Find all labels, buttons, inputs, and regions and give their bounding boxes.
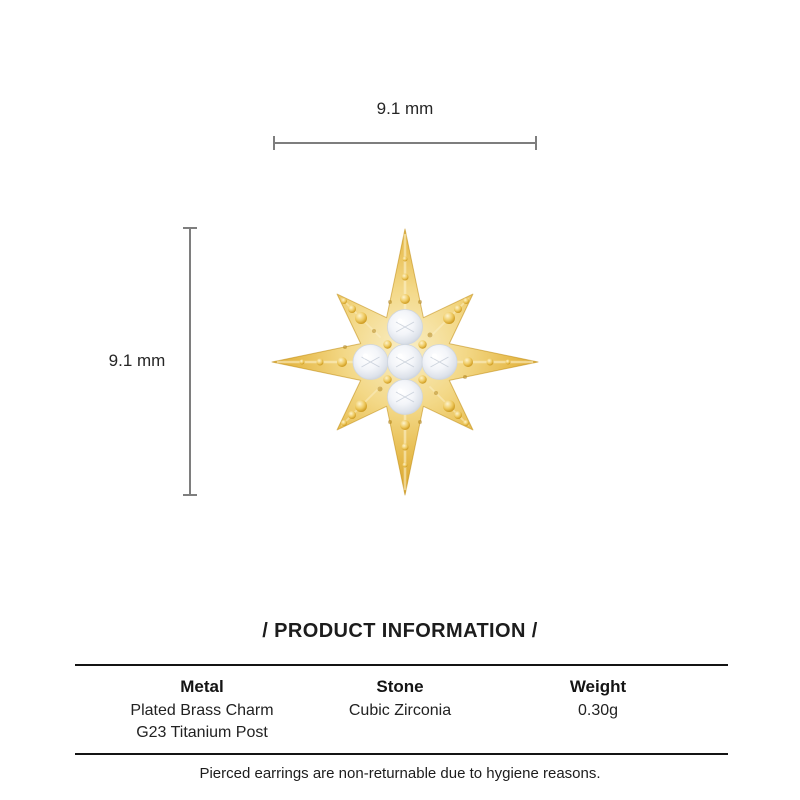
spec-header-stone: Stone (376, 677, 424, 696)
spec-value-metal-line2: G23 Titanium Post (136, 724, 268, 741)
width-measurement-right-cap (535, 136, 537, 150)
height-measurement-top-cap (183, 227, 197, 229)
gold-prongs (383, 340, 427, 384)
height-measurement-label: 9.1 mm (108, 351, 166, 370)
earring-charm-image (271, 228, 539, 496)
spec-value-weight: 0.30g (577, 702, 619, 719)
spec-header-weight: Weight (569, 677, 627, 696)
width-measurement-line (273, 142, 537, 144)
cz-glints (362, 318, 438, 394)
spec-value-metal-line1: Plated Brass Charm (130, 702, 274, 719)
width-measurement-left-cap (273, 136, 275, 150)
spec-table: Metal Plated Brass Charm G23 Titanium Po… (75, 664, 728, 755)
spec-column-metal: Metal Plated Brass Charm G23 Titanium Po… (75, 666, 329, 744)
spec-value-stone: Cubic Zirconia (348, 702, 452, 719)
spec-column-weight: Weight 0.30g (478, 666, 718, 722)
height-measurement-bottom-cap (183, 494, 197, 496)
hygiene-notice: Pierced earrings are non-returnable due … (199, 765, 601, 782)
gold-shadow-speckles (343, 300, 467, 424)
gold-nugget-texture (299, 256, 511, 468)
width-measurement-label: 9.1 mm (376, 99, 434, 118)
product-information-title: / PRODUCT INFORMATION / (262, 620, 538, 642)
height-measurement-line (189, 228, 191, 496)
cz-facet-lines (361, 321, 449, 403)
cz-stone-cluster (352, 309, 458, 415)
spec-header-metal: Metal (180, 677, 224, 696)
spec-column-stone: Stone Cubic Zirconia (280, 666, 520, 722)
